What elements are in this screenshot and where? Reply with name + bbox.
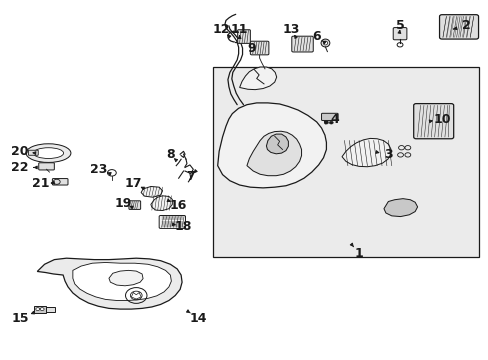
Text: 6: 6 <box>312 30 320 43</box>
FancyBboxPatch shape <box>413 104 453 139</box>
Text: 15: 15 <box>11 311 29 325</box>
Ellipse shape <box>321 39 329 47</box>
Polygon shape <box>37 258 182 309</box>
Bar <box>45 307 55 312</box>
Bar <box>212 67 478 257</box>
Polygon shape <box>341 138 390 167</box>
FancyBboxPatch shape <box>159 216 185 228</box>
FancyBboxPatch shape <box>39 163 54 170</box>
Polygon shape <box>246 131 301 176</box>
Polygon shape <box>141 186 162 197</box>
Text: 7: 7 <box>186 170 195 183</box>
Ellipse shape <box>33 148 63 158</box>
FancyBboxPatch shape <box>250 41 268 55</box>
Text: 2: 2 <box>461 19 470 32</box>
Text: 18: 18 <box>175 220 192 233</box>
FancyBboxPatch shape <box>52 179 68 185</box>
Polygon shape <box>151 196 172 211</box>
Polygon shape <box>266 134 288 154</box>
Polygon shape <box>73 262 171 301</box>
Ellipse shape <box>323 41 327 45</box>
Polygon shape <box>217 103 326 188</box>
Text: 12: 12 <box>212 23 230 36</box>
Polygon shape <box>239 67 276 90</box>
Circle shape <box>36 308 40 311</box>
Circle shape <box>329 121 332 124</box>
Text: 9: 9 <box>247 41 256 54</box>
Text: 13: 13 <box>282 23 299 36</box>
FancyBboxPatch shape <box>291 36 313 52</box>
Circle shape <box>324 121 328 124</box>
Text: 11: 11 <box>230 23 248 36</box>
Bar <box>34 306 46 314</box>
Polygon shape <box>383 199 417 217</box>
Polygon shape <box>109 270 143 286</box>
FancyBboxPatch shape <box>321 113 337 121</box>
Text: 14: 14 <box>189 311 206 325</box>
Text: 19: 19 <box>115 197 132 210</box>
Text: 17: 17 <box>124 177 142 190</box>
FancyBboxPatch shape <box>129 201 141 210</box>
Text: 20: 20 <box>11 145 29 158</box>
Text: 1: 1 <box>354 247 363 260</box>
Text: 5: 5 <box>395 19 404 32</box>
Text: 22: 22 <box>11 161 29 174</box>
FancyBboxPatch shape <box>28 150 38 155</box>
Text: 10: 10 <box>432 113 450 126</box>
Text: 16: 16 <box>170 199 187 212</box>
Text: 23: 23 <box>89 163 107 176</box>
Text: 3: 3 <box>383 148 392 161</box>
Text: 8: 8 <box>166 148 174 161</box>
Ellipse shape <box>26 144 71 162</box>
FancyBboxPatch shape <box>237 30 250 43</box>
Text: 21: 21 <box>32 177 49 190</box>
FancyBboxPatch shape <box>392 28 406 40</box>
Circle shape <box>40 308 44 311</box>
FancyBboxPatch shape <box>439 15 478 39</box>
Text: 4: 4 <box>330 113 338 126</box>
